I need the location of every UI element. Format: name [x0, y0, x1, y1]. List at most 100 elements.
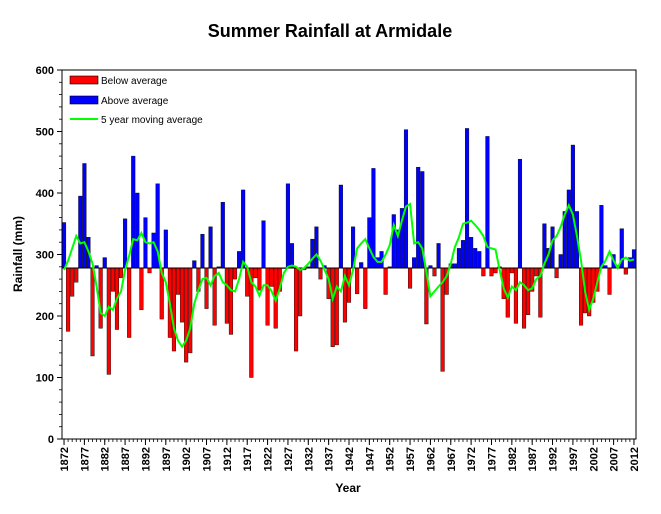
rainfall-bar-1935	[318, 267, 323, 280]
x-tick-label-1962: 1962	[425, 447, 437, 471]
rainfall-bar-1875	[74, 267, 79, 283]
rainfall-bar-1890	[135, 192, 140, 269]
rainfall-bar-1984	[517, 158, 523, 269]
rainfall-bar-1940	[338, 184, 343, 269]
x-tick-label-1997: 1997	[568, 447, 580, 471]
rainfall-bar-1944	[355, 267, 360, 295]
rainfall-bar-1921	[261, 220, 266, 269]
rainfall-bar-1930	[298, 267, 303, 317]
y-tick-label-600: 600	[36, 65, 54, 77]
rainfall-bar-1913	[228, 267, 233, 335]
rainfall-bar-1916	[241, 189, 246, 269]
x-tick-label-1902: 1902	[181, 447, 193, 471]
rainfall-bar-1888	[127, 267, 132, 338]
rainfall-bar-1972	[469, 237, 474, 269]
rainfall-bar-1901	[180, 267, 185, 323]
rainfall-bar-1934	[314, 226, 319, 269]
rainfall-bar-1893	[147, 267, 152, 274]
rainfall-bar-1978	[493, 267, 498, 274]
rainfall-bar-1900	[175, 267, 181, 295]
legend-swatch-below	[69, 75, 99, 85]
rainfall-bar-1957	[408, 267, 413, 289]
y-tick-label-500: 500	[36, 127, 54, 139]
rainfall-bar-2010	[623, 267, 628, 275]
y-tick-label-100: 100	[36, 373, 54, 385]
legend: Below average Above average 5 year movin…	[69, 75, 203, 126]
rainfall-bar-1971	[465, 128, 470, 269]
x-tick-label-1932: 1932	[303, 447, 315, 471]
rainfall-bar-1884	[110, 267, 115, 292]
rainfall-bar-1908	[208, 226, 213, 269]
x-tick-label-1887: 1887	[120, 447, 132, 471]
rainfall-bar-1873	[66, 267, 71, 332]
rainfall-bar-1877	[82, 163, 87, 269]
rainfall-bar-1891	[139, 267, 144, 311]
rainfall-bar-1986	[526, 267, 531, 315]
rainfall-bar-1983	[513, 267, 518, 324]
y-tick-label-0: 0	[48, 434, 54, 446]
rainfall-bar-1903	[188, 267, 193, 354]
rainfall-bar-1959	[416, 166, 421, 269]
x-tick-label-1917: 1917	[242, 447, 254, 471]
rainfall-bar-1963	[432, 267, 437, 277]
rainfall-bar-1899	[171, 267, 176, 352]
rainfall-bar-1912	[224, 267, 229, 324]
rainfall-bar-2004	[599, 205, 604, 269]
x-tick-label-2012: 2012	[629, 447, 641, 471]
rainfall-bar-1958	[412, 257, 417, 269]
rainfall-bar-1922	[265, 267, 270, 326]
rainfall-bar-1872	[62, 222, 67, 269]
legend-label-moving-average: 5 year moving average	[101, 115, 203, 126]
rainfall-bar-1988	[534, 267, 539, 277]
rainfall-bar-1982	[509, 267, 514, 274]
x-tick-label-1957: 1957	[405, 447, 417, 471]
rainfall-bar-1906	[200, 233, 205, 269]
chart-title: Summer Rainfall at Armidale	[208, 21, 452, 41]
rainfall-bar-1920	[257, 267, 262, 291]
x-tick-label-1897: 1897	[161, 447, 173, 471]
rainfall-bar-1874	[70, 267, 75, 297]
rainfall-bar-1946	[363, 267, 368, 309]
rainfall-bar-1928	[289, 243, 295, 269]
moving-average-line	[63, 202, 635, 349]
legend-label-below: Below average	[101, 76, 168, 87]
rainfall-bar-1994	[558, 254, 563, 269]
rainfall-bar-1879	[90, 267, 95, 357]
rainfall-bar-1933	[310, 238, 315, 269]
rainfall-bar-1997	[570, 144, 575, 269]
rainfall-bar-1923	[269, 267, 274, 287]
x-tick-label-1922: 1922	[263, 447, 275, 471]
y-tick-label-200: 200	[36, 311, 54, 323]
x-tick-label-1967: 1967	[446, 447, 458, 471]
rainfall-bar-1929	[294, 267, 299, 352]
rainfall-bar-1876	[78, 195, 83, 269]
x-tick-label-1947: 1947	[364, 447, 376, 471]
rainfall-bar-1993	[554, 267, 559, 279]
rainfall-bar-1904	[192, 260, 197, 269]
rainfall-bar-1902	[184, 267, 189, 363]
x-tick-label-1892: 1892	[140, 447, 152, 471]
x-tick-label-1942: 1942	[344, 447, 356, 471]
rainfall-bar-1907	[204, 267, 209, 309]
rainfall-bar-1975	[481, 267, 486, 277]
rainfall-bar-1964	[436, 243, 441, 269]
x-axis-label: Year	[335, 481, 361, 495]
rainfall-bar-1996	[566, 189, 571, 269]
rainfall-bar-1974	[477, 251, 482, 269]
legend-label-above: Above average	[101, 96, 169, 107]
rainfall-bar-1897	[163, 229, 168, 269]
rainfall-bar-1919	[253, 267, 258, 279]
rainfall-bar-1973	[473, 248, 478, 269]
x-tick-label-1927: 1927	[283, 447, 295, 471]
x-tick-label-1982: 1982	[507, 447, 519, 471]
rainfall-bar-1968	[452, 263, 457, 269]
rainfall-bar-1985	[522, 267, 527, 329]
rainfall-bar-1911	[220, 202, 225, 269]
x-tick-label-2007: 2007	[609, 447, 621, 471]
rainfall-bar-1914	[232, 267, 238, 280]
x-tick-label-1992: 1992	[548, 447, 560, 471]
rainfall-bar-1915	[237, 251, 242, 269]
rainfall-bar-1927	[285, 183, 290, 269]
rainfall-bar-1945	[359, 262, 364, 269]
